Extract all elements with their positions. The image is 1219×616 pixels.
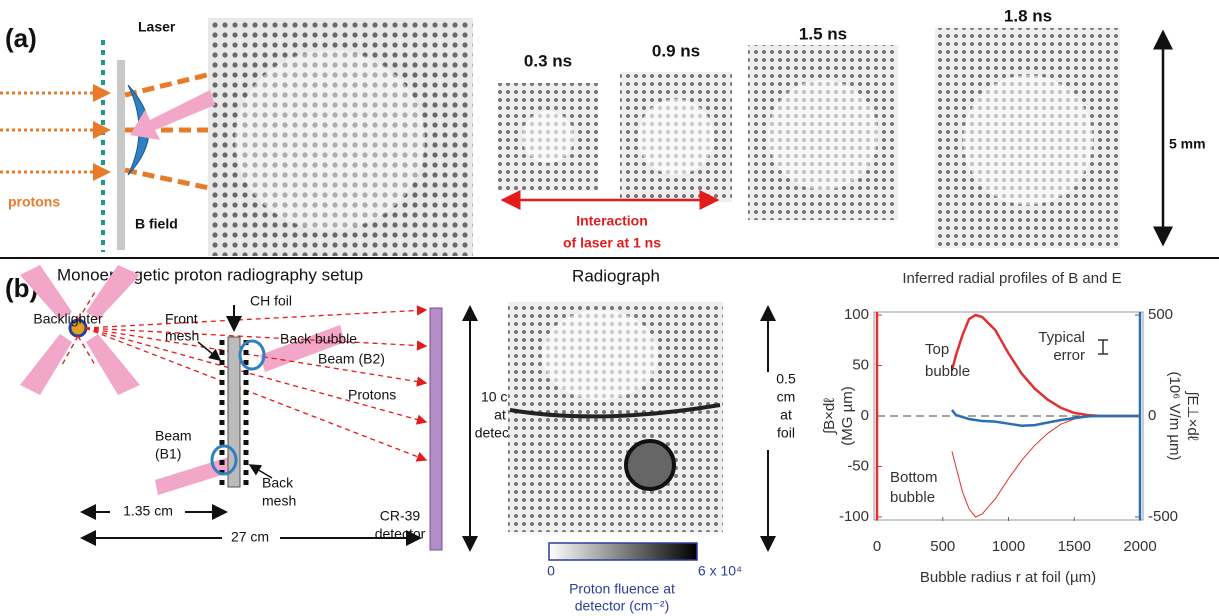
y-axis-label: (MG µm) [839,386,856,445]
dimension-label: 27 cm [231,529,269,545]
label: Beam (B2) [318,351,385,367]
label: protons [8,194,60,210]
colorbar-title: detector (cm⁻²) [575,598,670,614]
error-bar-glyph [1098,340,1108,354]
section-title: Monoenergetic proton radiography setup [57,265,363,284]
label: Protons [348,387,396,403]
pointer [198,342,220,360]
y2-tick-label: 0 [1148,407,1156,424]
y2-axis-label: (10⁶ V/m µm) [1166,372,1183,461]
y-tick-label: 0 [861,407,869,424]
label: CR-39 [380,508,421,524]
dimension-label: cm [777,389,796,405]
panel-b: (b) Monoenergetic proton radiography set… [5,265,796,614]
dimension-label: foil [777,425,795,441]
colorbar [549,543,697,560]
x-tick-label: 2000 [1123,538,1156,555]
bubble-region [235,50,425,230]
label: (B1) [155,446,181,462]
colorbar-label: 0 [547,563,555,579]
foil [117,60,125,250]
chart: Inferred radial profiles of B and E Bubb… [821,270,1201,586]
annotation: Bottom [890,469,938,486]
y2-axis-label: ∫E⊥×dℓ [1184,390,1201,440]
label: B field [135,216,178,232]
y-axis-label: ∫B×dℓ [821,398,838,435]
y2-tick-label: 500 [1148,306,1173,323]
annotation: bubble [890,489,935,506]
section-title: Radiograph [572,266,660,285]
chart-title: Inferred radial profiles of B and E [902,270,1121,287]
label: Front [165,311,198,327]
colorbar-label: 6 x 10⁴ [698,563,742,579]
label: Beam [155,428,192,444]
x-tick-label: 1000 [992,538,1025,555]
frame-label: 0.9 ns [652,41,700,60]
annotation: bubble [925,363,970,380]
label: Laser [138,19,176,35]
annotation: Typical [1038,329,1085,346]
y-tick-label: -50 [847,457,869,474]
x-axis-label: Bubble radius r at foil (µm) [920,569,1096,586]
x-tick-label: 0 [873,538,881,555]
drive-beams [20,265,345,495]
bubble-region [768,80,878,190]
colorbar-title: Proton fluence at [569,581,675,597]
series-line [952,410,1140,426]
panel-a: (a) Laser protons B field 0.3 ns 0.9 ns … [0,6,1206,256]
annotation: of laser at 1 ns [563,235,661,251]
series-line [952,416,1101,517]
frame-label: 0.3 ns [524,51,572,70]
label: mesh [262,493,296,509]
dimension-label: 0.5 [776,371,796,387]
label: Backlighter [33,311,103,327]
label: Back bubble [280,331,357,347]
annotation: error [1053,347,1085,364]
bubble-region [638,99,714,175]
scale-label: 5 mm [1169,136,1206,152]
bubble-region [963,75,1093,205]
x-tick-label: 500 [930,538,955,555]
bubble-region [522,111,574,163]
frame-label: 1.8 ns [1004,6,1052,25]
y-tick-label: 100 [844,306,869,323]
label: CH foil [250,293,292,309]
y-tick-label: 50 [852,356,869,373]
figure: (a) Laser protons B field 0.3 ns 0.9 ns … [0,0,1219,616]
x-tick-label: 1500 [1058,538,1091,555]
label: Back [262,475,294,491]
bubble-region [542,310,658,400]
detector [430,308,442,550]
annotation: Interaction [576,213,648,229]
annotation: Top [925,341,949,358]
dimension-label: at [494,407,506,423]
proton-beams [0,93,108,172]
label: mesh [165,328,199,344]
bubble-region [626,441,674,489]
frame-label: 1.5 ns [799,24,847,43]
y-tick-label: -100 [839,508,869,525]
page: (a) Laser protons B field 0.3 ns 0.9 ns … [0,0,1219,616]
label: detector [375,526,426,542]
dimension-label: 1.35 cm [123,503,173,519]
dimension-label: at [780,407,792,423]
panel-label: (a) [5,23,37,53]
y2-tick-label: -500 [1148,508,1178,525]
